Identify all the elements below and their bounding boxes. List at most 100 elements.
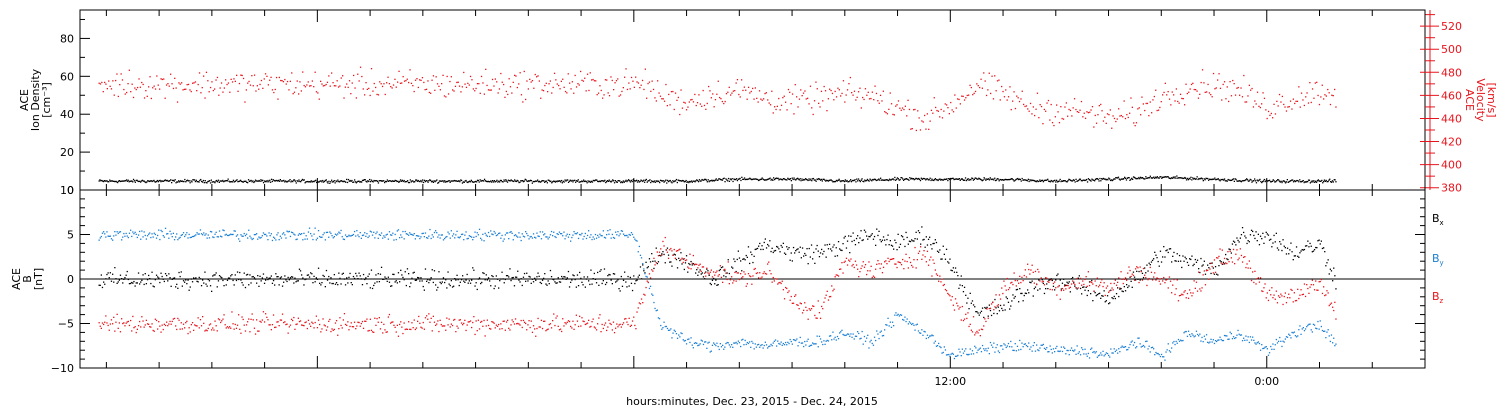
velocity-point [1219, 87, 1222, 89]
bz-point [249, 331, 251, 333]
density-point [824, 179, 826, 181]
velocity-point [662, 98, 664, 100]
by-point [339, 232, 341, 234]
density-point [975, 177, 977, 179]
bx-point [1020, 292, 1022, 295]
by-point [402, 230, 404, 233]
velocity-point [984, 80, 986, 82]
velocity-point [1129, 112, 1131, 114]
density-point [546, 182, 548, 184]
by-point [203, 232, 205, 234]
bx-point [1088, 281, 1091, 283]
velocity-point [1230, 95, 1233, 97]
velocity-point [622, 87, 624, 89]
by-point [615, 231, 617, 233]
by-point [1153, 348, 1155, 350]
velocity-point [375, 86, 377, 89]
by-point [532, 233, 535, 235]
density-point [391, 180, 393, 183]
bz-point [243, 324, 245, 326]
bx-point [1112, 297, 1114, 300]
by-point [417, 235, 419, 237]
bz-point [209, 323, 212, 325]
velocity-point [237, 90, 239, 92]
by-point [347, 235, 349, 238]
density-point [529, 179, 532, 181]
density-point [796, 178, 798, 180]
bx-point [1057, 273, 1059, 275]
by-point [1066, 349, 1068, 352]
density-point [232, 181, 234, 183]
bx-point [855, 237, 858, 240]
bx-point [522, 276, 525, 278]
bx-point [1306, 245, 1308, 247]
by-point [629, 234, 631, 236]
density-point [1046, 179, 1048, 181]
by-point [454, 237, 456, 239]
bx-point [1334, 275, 1336, 277]
density-point [346, 178, 348, 181]
velocity-point [229, 91, 231, 93]
density-point [416, 180, 418, 182]
bx-point [1310, 245, 1312, 247]
by-point [305, 235, 307, 237]
bx-point [607, 275, 609, 277]
velocity-point [808, 103, 810, 105]
velocity-point [809, 85, 812, 87]
density-point [936, 179, 938, 181]
density-point [337, 179, 339, 181]
by-point [907, 323, 909, 325]
bx-point [934, 239, 936, 241]
by-point [271, 239, 274, 242]
density-point [1334, 179, 1336, 181]
by-point [947, 354, 949, 356]
by-point [1191, 333, 1193, 335]
density-point [1032, 179, 1034, 182]
by-point [172, 232, 174, 234]
by-point [733, 342, 735, 344]
bz-point [122, 322, 124, 325]
velocity-point [906, 115, 908, 117]
by-point [431, 234, 433, 236]
by-point [987, 347, 989, 349]
bx-point [348, 276, 350, 278]
bx-point [735, 270, 737, 273]
velocity-point [255, 90, 257, 92]
bx-point [1174, 260, 1176, 262]
by-point [1097, 355, 1100, 357]
bx-point [155, 274, 158, 276]
bz-point [280, 319, 283, 321]
by-point [1136, 346, 1138, 348]
density-point [1325, 179, 1327, 182]
density-point [1111, 179, 1113, 182]
bx-point [944, 258, 947, 260]
velocity-point [1186, 92, 1188, 95]
density-point [846, 179, 848, 182]
velocity-point [750, 90, 752, 93]
by-point [1199, 333, 1201, 335]
by-point [716, 342, 718, 344]
bx-point [932, 242, 934, 245]
by-point [265, 233, 267, 236]
bx-point [843, 237, 845, 239]
bz-point [286, 323, 288, 325]
bx-point [671, 265, 673, 267]
bx-point [635, 280, 637, 282]
bx-point [100, 274, 102, 276]
density-point [589, 180, 591, 182]
bx-point [384, 276, 386, 278]
velocity-point [222, 91, 224, 93]
bz-point [242, 318, 244, 321]
bz-point [420, 326, 422, 328]
density-point [282, 180, 284, 182]
density-point [858, 179, 861, 182]
by-point [442, 239, 445, 241]
by-point [1189, 334, 1191, 336]
bz-point [272, 314, 275, 316]
density-point [973, 178, 975, 180]
by-point [1208, 342, 1210, 344]
bx-point [1258, 244, 1261, 246]
density-point [291, 180, 293, 182]
velocity-point [1305, 96, 1307, 98]
density-point [1331, 180, 1334, 182]
